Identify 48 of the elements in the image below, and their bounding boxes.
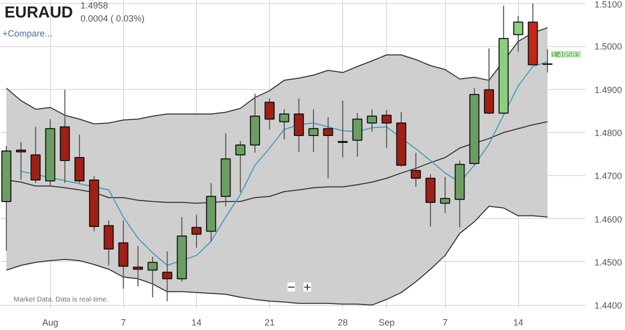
candlestick bbox=[323, 116, 334, 179]
y-tick-label: 1.4900 bbox=[594, 84, 622, 95]
candlestick bbox=[484, 48, 494, 114]
y-tick-label: 1.5100 bbox=[594, 0, 622, 10]
x-tick-label: Aug bbox=[42, 318, 58, 328]
chart-subtitle: 1.4958 bbox=[80, 0, 108, 10]
annotation: + bbox=[304, 280, 312, 294]
y-tick-label: 1.5000 bbox=[594, 42, 622, 52]
candlestick bbox=[104, 220, 114, 266]
x-tick-label: Sep bbox=[378, 318, 395, 328]
candlestick bbox=[264, 98, 275, 130]
annotation: 0.0004 ( 0.03%) bbox=[80, 14, 145, 24]
y-tick-label: 1.4700 bbox=[594, 171, 622, 182]
candlestick bbox=[352, 112, 362, 158]
candlestick bbox=[382, 110, 392, 149]
candlestick bbox=[74, 134, 85, 184]
candlestick bbox=[235, 140, 246, 193]
annotation: 1.49583 bbox=[552, 50, 581, 60]
line-series bbox=[20, 61, 548, 266]
line-series bbox=[6, 206, 548, 306]
candlestick bbox=[132, 245, 144, 287]
x-tick-label: 14 bbox=[191, 318, 202, 328]
candlestick bbox=[513, 16, 524, 52]
candlestick bbox=[148, 256, 158, 298]
candlestick bbox=[338, 100, 348, 158]
candlestick bbox=[16, 141, 26, 180]
y-tick-label: 1.4800 bbox=[594, 128, 622, 138]
candlestick bbox=[542, 48, 553, 74]
x-tick-label: 28 bbox=[338, 318, 348, 328]
candlestick bbox=[294, 98, 304, 152]
candlestick bbox=[191, 214, 202, 248]
candlestick bbox=[308, 108, 319, 152]
candlestick bbox=[279, 108, 290, 140]
x-tick-label: 14 bbox=[513, 318, 524, 328]
y-tick-label: 1.4400 bbox=[594, 300, 622, 311]
y-tick-label: 1.4500 bbox=[594, 257, 622, 268]
x-tick-label: 7 bbox=[120, 318, 126, 328]
candlestick bbox=[410, 152, 421, 188]
y-tick-label: 1.4600 bbox=[594, 214, 622, 224]
chart-title: EURAUD bbox=[4, 4, 73, 22]
candlestick bbox=[118, 220, 128, 290]
annotation: +Compare... bbox=[2, 28, 52, 38]
x-tick-label: 21 bbox=[264, 318, 275, 328]
candlestick bbox=[366, 108, 378, 132]
annotation: − bbox=[288, 280, 296, 294]
candlestick bbox=[162, 251, 172, 302]
candlestick bbox=[440, 176, 450, 214]
x-tick-label: 7 bbox=[442, 318, 448, 328]
